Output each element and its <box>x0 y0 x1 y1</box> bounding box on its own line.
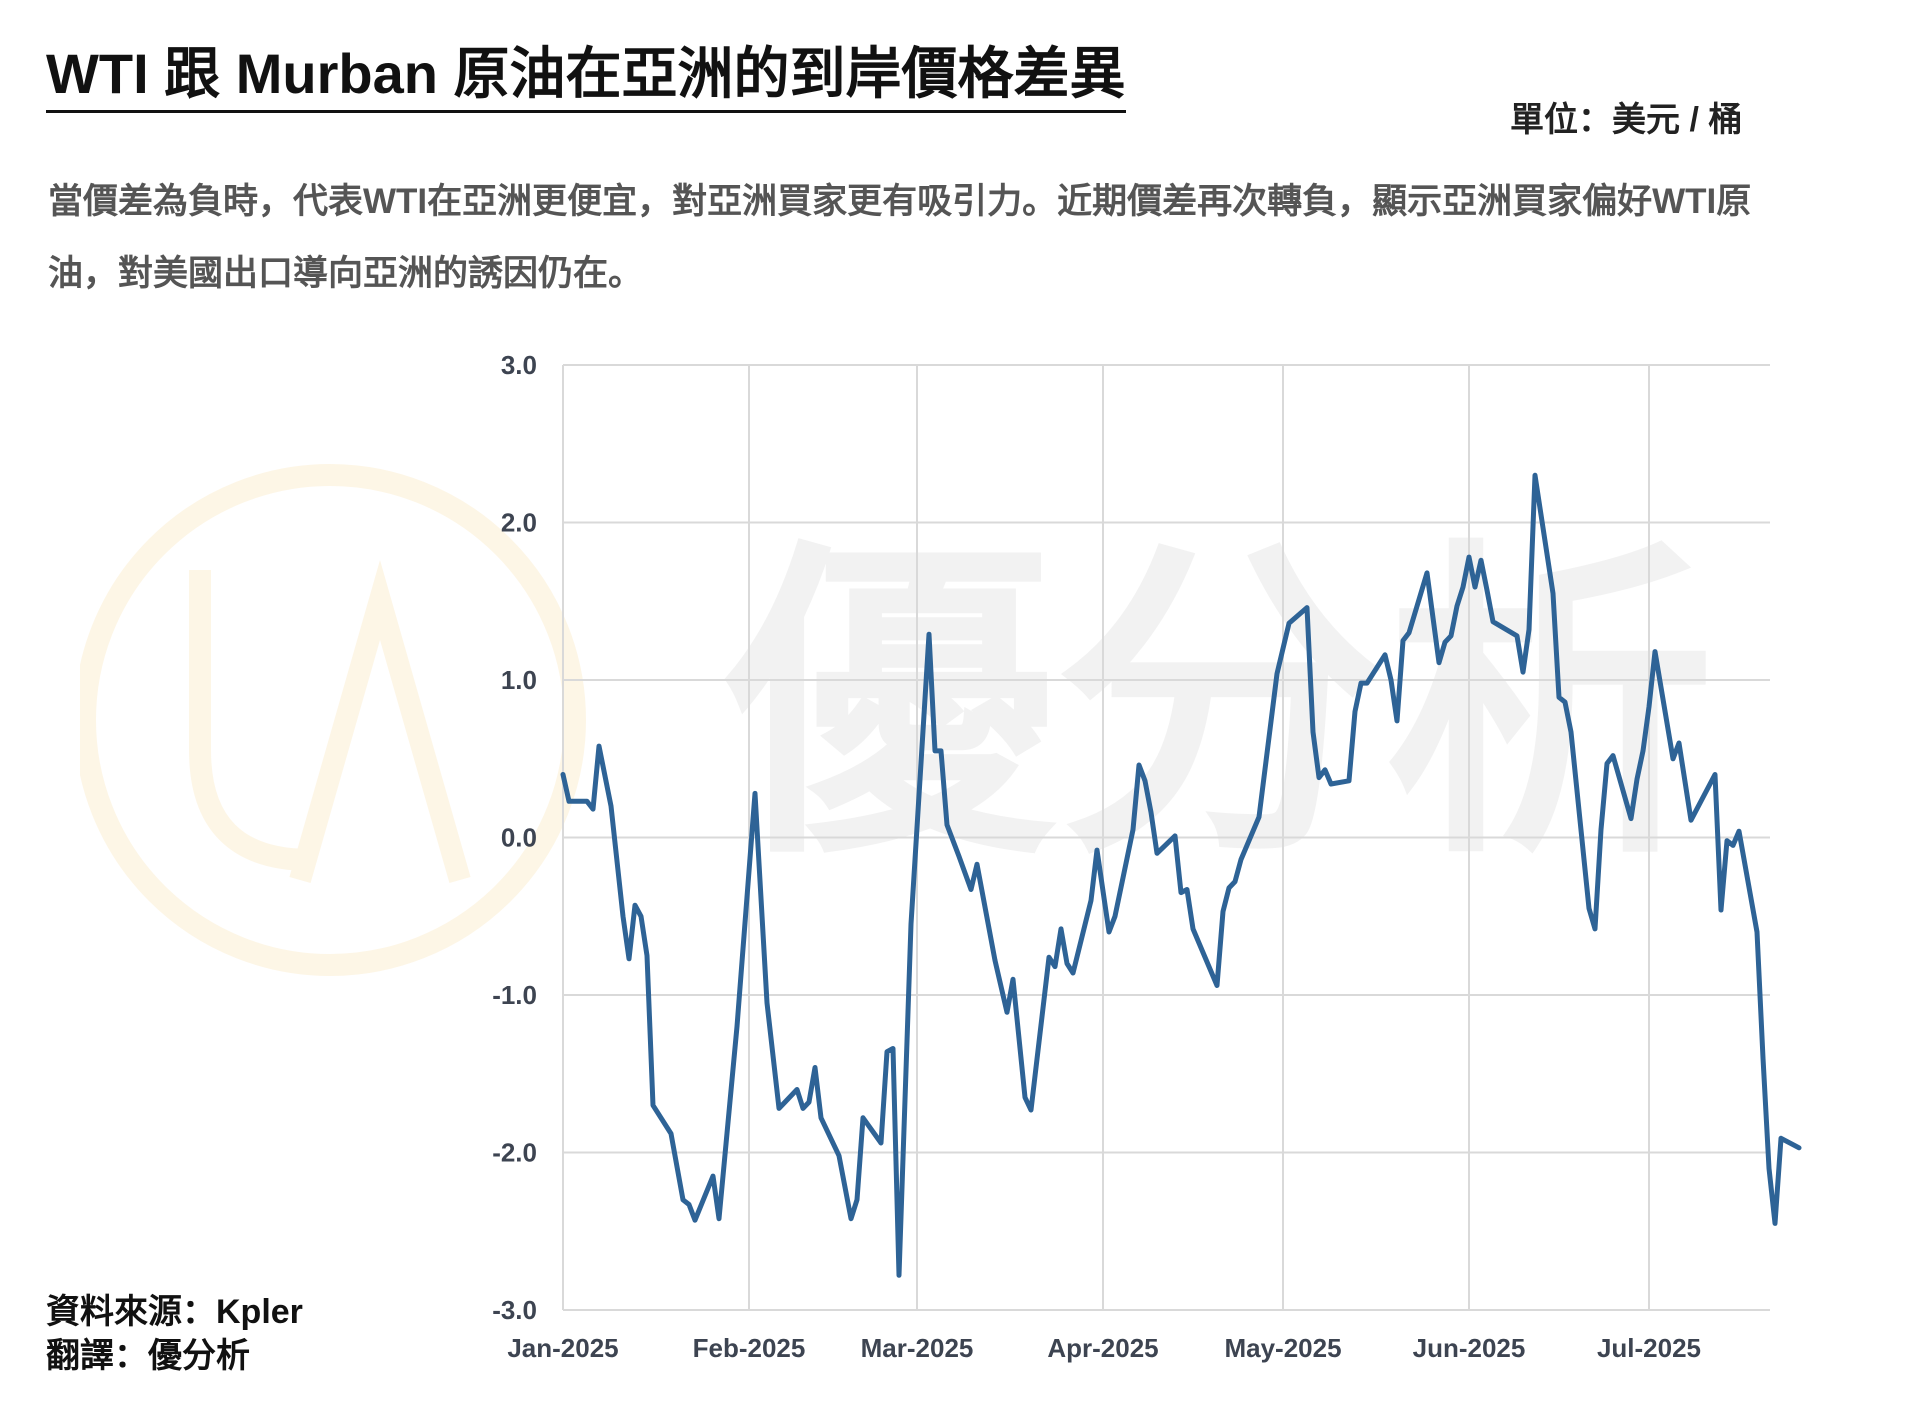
x-tick-label: Jan-2025 <box>507 1333 618 1363</box>
y-axis-ticks: 3.0 2.0 1.0 0.0 -1.0 -2.0 -3.0 <box>492 350 537 1325</box>
chart-grid <box>562 364 1770 1311</box>
series-line <box>560 472 1802 1278</box>
source-note: 資料來源：Kpler 翻譯：優分析 <box>46 1290 303 1378</box>
x-tick-label: Apr-2025 <box>1047 1333 1158 1363</box>
y-tick-label: -1.0 <box>492 980 537 1010</box>
x-axis-ticks: Jan-2025 Feb-2025 Mar-2025 Apr-2025 May-2025… <box>507 1333 1701 1363</box>
chart-title: WTI 跟 Murban 原油在亞洲的到岸價格差異 <box>46 42 1126 114</box>
translator-line: 翻譯：優分析 <box>46 1337 250 1375</box>
y-tick-label: -2.0 <box>492 1138 537 1168</box>
x-tick-label: May-2025 <box>1224 1333 1341 1363</box>
chart-series <box>560 472 1802 1278</box>
y-tick-label: 0.0 <box>501 823 537 853</box>
x-tick-label: Mar-2025 <box>861 1333 974 1363</box>
y-tick-label: -3.0 <box>492 1295 537 1325</box>
x-tick-label: Feb-2025 <box>693 1333 806 1363</box>
y-tick-label: 3.0 <box>501 350 537 380</box>
source-line: 資料來源：Kpler <box>46 1293 303 1331</box>
x-tick-label: Jun-2025 <box>1413 1333 1526 1363</box>
y-tick-label: 2.0 <box>501 508 537 538</box>
unit-label: 單位：美元 / 桶 <box>1510 101 1743 139</box>
chart-subtitle: 當價差為負時，代表WTI在亞洲更便宜，對亞洲買家更有吸引力。近期價差再次轉負，顯… <box>48 182 1752 293</box>
x-tick-label: Jul-2025 <box>1597 1333 1701 1363</box>
y-tick-label: 1.0 <box>501 665 537 695</box>
